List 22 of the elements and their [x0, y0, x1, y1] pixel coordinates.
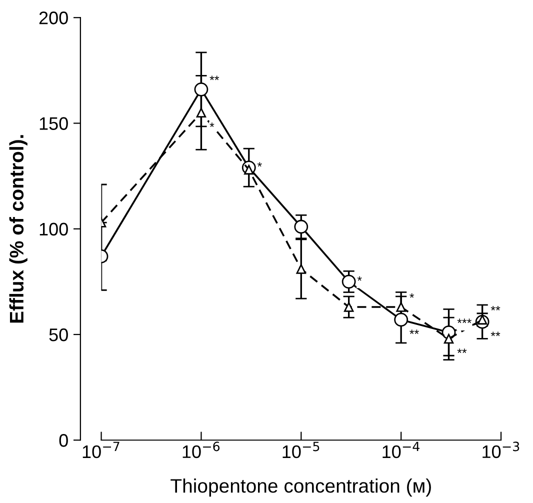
- annotation: *: [210, 122, 214, 127]
- y-tick-label: 0: [59, 434, 68, 447]
- y-tick-label: 150: [40, 117, 68, 130]
- annotation: **: [490, 332, 500, 336]
- annotation: **: [410, 330, 419, 334]
- y-axis-title: Efflux (% of control).: [9, 135, 28, 323]
- annotation: *: [357, 276, 362, 281]
- annotation: **: [457, 348, 467, 354]
- y-tick-label: 50: [49, 328, 68, 342]
- annotation: *: [257, 162, 262, 167]
- annotation: **: [490, 306, 500, 310]
- y-tick-label: 200: [39, 12, 68, 24]
- x-tick-label: 10$^{−6}$: [182, 442, 220, 458]
- x-tick-label: 10$^{−4}$: [382, 442, 420, 458]
- y-tick-label: 100: [40, 222, 68, 236]
- x-tick-label: 10$^{−7}$: [82, 442, 120, 458]
- annotation: **: [210, 76, 220, 80]
- annotation: ***: [457, 318, 472, 324]
- x-axis-title: Thiopentone concentration (м): [170, 478, 431, 497]
- x-tick-label: 10$^{−3}$: [482, 442, 520, 458]
- annotation: *: [410, 293, 414, 298]
- x-tick-label: 10$^{−5}$: [282, 442, 320, 458]
